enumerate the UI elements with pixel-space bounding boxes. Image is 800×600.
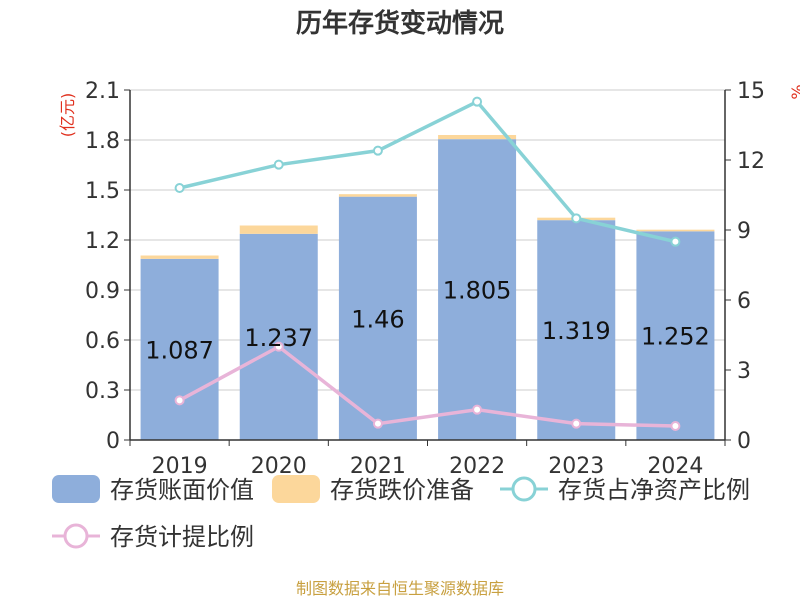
legend-label: 存货账面价值 (110, 476, 254, 504)
right-tick-label: 15 (737, 79, 765, 104)
x-tick-label: 2022 (449, 454, 505, 479)
bar-存货跌价准备 (239, 225, 318, 234)
line-存货计提比例 (178, 344, 676, 428)
point-存货计提比例 (273, 341, 284, 352)
left-tick-label: 0.6 (85, 329, 120, 354)
legend-swatch (52, 475, 100, 503)
point-存货计提比例 (472, 404, 483, 415)
grid (130, 89, 725, 441)
bar-value-label: 1.319 (542, 317, 611, 345)
left-tick-label: 0.9 (85, 279, 120, 304)
legend-swatch-marker (63, 523, 89, 549)
legend-item[interactable]: 存货跌价准备 (272, 475, 474, 504)
point-存货计提比例 (174, 395, 185, 406)
x-tick-label: 2021 (350, 454, 406, 479)
left-tick-label: 1.2 (85, 229, 120, 254)
bar-value-label: 1.252 (641, 323, 710, 351)
bar-存货跌价准备 (338, 194, 417, 197)
point-存货占净资产比例 (571, 213, 582, 224)
data-labels: 1.087 1.237 1.46 1.805 1.319 1.252 (145, 277, 710, 365)
point-存货计提比例 (372, 418, 383, 429)
x-tick-label: 2024 (647, 454, 703, 479)
legend-label: 存货跌价准备 (330, 476, 474, 504)
point-存货占净资产比例 (670, 236, 681, 247)
legend-swatch-marker (511, 476, 537, 502)
line-存货占净资产比例 (179, 99, 676, 244)
bar-存货跌价准备 (140, 255, 219, 259)
right-axis-unit: % (788, 84, 800, 99)
bar-存货账面价值 (239, 233, 318, 440)
bar-value-label: 1.087 (145, 336, 214, 364)
point-存货占净资产比例 (273, 159, 284, 170)
bar-value-label: 1.46 (351, 305, 404, 333)
left-tick-label: 1.8 (85, 129, 120, 154)
legend-item[interactable]: 存货占净资产比例 (500, 476, 750, 504)
left-axis-unit: (亿元) (58, 93, 77, 138)
bar-存货账面价值 (636, 231, 715, 440)
bars (140, 135, 715, 440)
left-tick-label: 0.3 (85, 379, 120, 404)
legend-label: 存货计提比例 (110, 523, 254, 551)
point-存货占净资产比例 (472, 96, 483, 107)
left-tick-label: 1.5 (85, 179, 120, 204)
right-tick-label: 6 (737, 289, 751, 314)
source-note: 制图数据来自恒生聚源数据库 (296, 579, 504, 598)
right-tick-label: 12 (737, 149, 765, 174)
bar-value-label: 1.237 (244, 324, 313, 352)
bar-存货跌价准备 (438, 135, 517, 140)
left-tick-label: 2.1 (85, 79, 120, 104)
right-tick-label: 0 (737, 429, 751, 454)
bar-存货账面价值 (140, 258, 219, 440)
bar-存货跌价准备 (636, 229, 715, 232)
point-存货计提比例 (571, 418, 582, 429)
x-tick-label: 2023 (548, 454, 604, 479)
bar-存货账面价值 (537, 220, 616, 440)
chart-title: 历年存货变动情况 (296, 8, 504, 39)
right-tick-label: 9 (737, 219, 751, 244)
x-tick-label: 2020 (251, 454, 307, 479)
point-存货计提比例 (670, 421, 681, 431)
legend-item[interactable]: 存货计提比例 (52, 523, 254, 551)
legend-item[interactable]: 存货账面价值 (52, 475, 254, 504)
lines (174, 96, 681, 431)
bar-存货账面价值 (438, 139, 517, 440)
legend-swatch (272, 475, 320, 503)
left-tick-label: 0 (106, 429, 120, 454)
axes: 0 0.3 0.6 0.9 1.2 1.5 1.8 2.1 0 3 6 9 12 15 2019 2020 20… (58, 79, 800, 479)
bar-存货账面价值 (338, 196, 417, 440)
right-tick-label: 3 (737, 359, 751, 384)
x-tick-label: 2019 (152, 454, 208, 479)
point-存货占净资产比例 (372, 145, 383, 156)
legend-label: 存货占净资产比例 (558, 476, 750, 504)
point-存货占净资产比例 (174, 183, 185, 193)
bar-value-label: 1.805 (443, 277, 512, 305)
